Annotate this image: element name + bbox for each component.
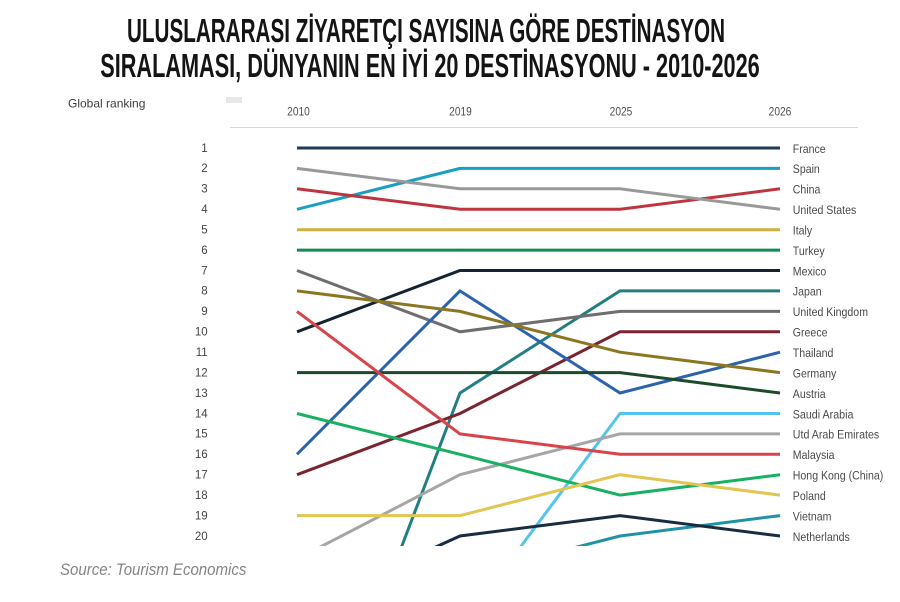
svg-text:United Kingdom: United Kingdom	[793, 305, 868, 319]
svg-text:5: 5	[201, 225, 207, 237]
svg-text:12: 12	[195, 367, 208, 379]
svg-text:2025: 2025	[610, 107, 633, 119]
svg-text:Greece: Greece	[793, 326, 828, 340]
svg-text:2026: 2026	[769, 107, 792, 119]
svg-text:8: 8	[201, 286, 207, 298]
svg-text:Germany: Germany	[793, 366, 837, 380]
svg-text:2019: 2019	[449, 107, 472, 119]
svg-text:18: 18	[195, 490, 208, 502]
svg-text:2: 2	[201, 163, 207, 175]
svg-text:Poland: Poland	[793, 489, 826, 503]
svg-text:Thailand: Thailand	[793, 346, 834, 360]
svg-text:China: China	[793, 183, 821, 197]
svg-text:Spain: Spain	[793, 162, 820, 176]
svg-text:Utd Arab Emirates: Utd Arab Emirates	[793, 428, 879, 442]
svg-text:17: 17	[195, 470, 208, 482]
svg-text:Japan: Japan	[793, 285, 822, 299]
svg-text:20: 20	[195, 531, 208, 543]
svg-text:14: 14	[195, 408, 208, 420]
svg-text:10: 10	[195, 327, 208, 339]
svg-text:4: 4	[201, 204, 208, 216]
svg-text:Turkey: Turkey	[793, 244, 826, 258]
svg-text:3: 3	[201, 184, 207, 196]
svg-text:United States: United States	[793, 203, 857, 217]
svg-text:15: 15	[195, 429, 208, 441]
svg-text:Malaysia: Malaysia	[793, 448, 835, 462]
svg-text:Saudi Arabia: Saudi Arabia	[793, 407, 854, 421]
svg-text:2010: 2010	[287, 107, 310, 119]
svg-text:Hong Kong (China): Hong Kong (China)	[793, 469, 884, 483]
svg-text:16: 16	[195, 449, 208, 461]
svg-text:Mexico: Mexico	[793, 264, 827, 278]
svg-text:Vietnam: Vietnam	[793, 509, 832, 523]
svg-text:19: 19	[195, 510, 208, 522]
svg-text:6: 6	[201, 245, 207, 257]
svg-text:7: 7	[201, 265, 207, 277]
svg-text:11: 11	[196, 347, 208, 359]
svg-text:Global ranking: Global ranking	[68, 97, 145, 111]
svg-text:France: France	[793, 142, 826, 156]
svg-text:9: 9	[201, 306, 207, 318]
svg-text:13: 13	[195, 388, 208, 400]
svg-text:Italy: Italy	[793, 224, 813, 238]
svg-text:Austria: Austria	[793, 387, 826, 401]
svg-text:Netherlands: Netherlands	[793, 530, 850, 544]
svg-text:1: 1	[201, 143, 207, 155]
